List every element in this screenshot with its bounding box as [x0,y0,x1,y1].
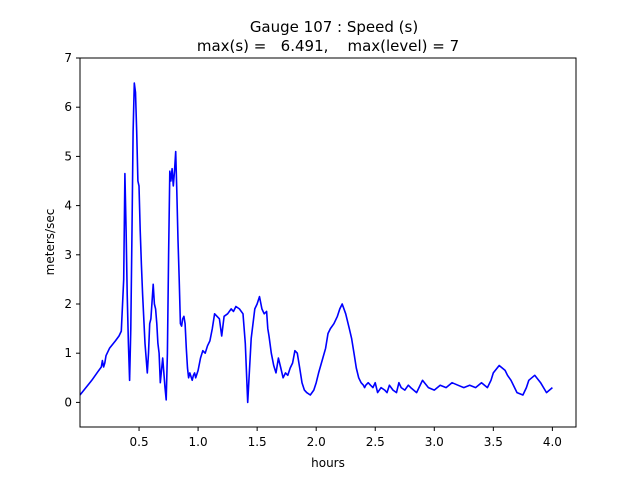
y-tick-label: 7 [64,51,72,65]
x-tick-label: 0.5 [130,435,149,449]
series-layer [79,82,553,404]
x-tick-label: 2.5 [366,435,385,449]
plot-frame [79,57,577,428]
plot-area [79,57,577,428]
y-axis-label: meters/sec [43,209,57,276]
y-tick-label: 2 [64,297,72,311]
y-tick-label: 5 [64,149,72,163]
x-tick-label: 1.5 [248,435,267,449]
x-tick-label: 3.0 [425,435,444,449]
x-tick-label: 2.0 [307,435,326,449]
x-tick-label: 3.5 [484,435,503,449]
y-tick-label: 6 [64,100,72,114]
y-tick-label: 0 [64,395,72,409]
x-tick-label: 1.0 [189,435,208,449]
x-tick-label: 4.0 [543,435,562,449]
y-tick-label: 1 [64,346,72,360]
chart-title: Gauge 107 : Speed (s) [250,18,418,36]
chart-subtitle: max(s) = 6.491, max(level) = 7 [197,37,459,55]
x-axis-label: hours [311,456,345,470]
y-tick-label: 4 [64,199,72,213]
series-line-0 [79,82,553,404]
y-axis: 0 1 2 3 4 5 6 7 [64,51,80,409]
x-axis: 0.5 1.0 1.5 2.0 2.5 3.0 3.5 4.0 [130,427,562,449]
y-tick-label: 3 [64,248,72,262]
